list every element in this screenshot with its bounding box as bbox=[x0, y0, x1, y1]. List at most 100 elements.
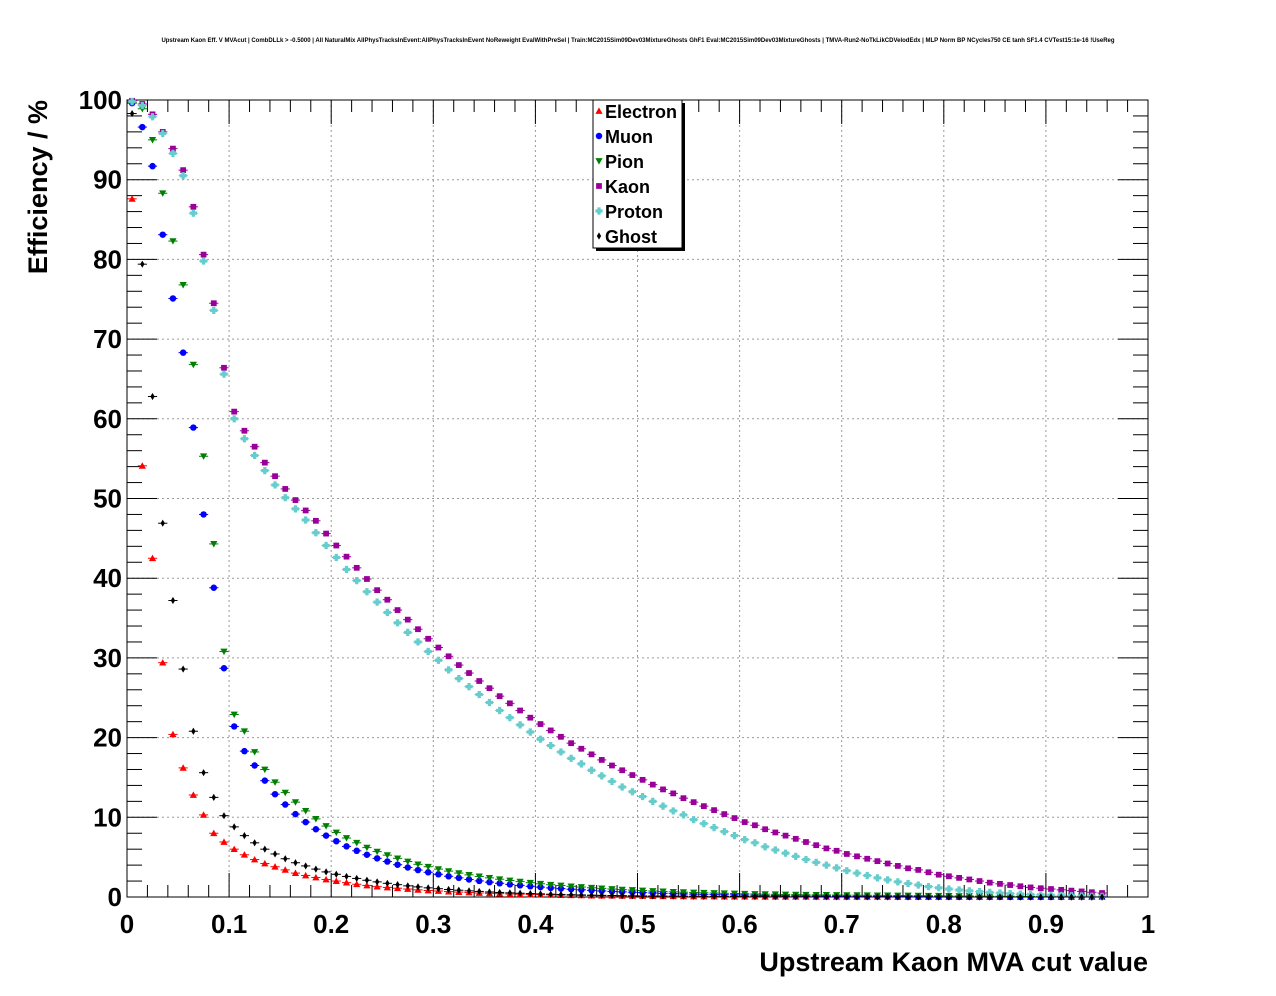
data-point bbox=[271, 790, 279, 798]
data-point bbox=[261, 766, 269, 774]
x-tick-label: 0.2 bbox=[313, 909, 349, 939]
data-point bbox=[526, 728, 534, 736]
data-point bbox=[843, 867, 851, 875]
data-point bbox=[669, 807, 677, 815]
data-point bbox=[681, 892, 686, 900]
data-point bbox=[946, 893, 952, 901]
data-point bbox=[619, 767, 626, 774]
data-point bbox=[587, 766, 596, 774]
data-point bbox=[465, 682, 473, 691]
data-point bbox=[670, 790, 677, 797]
data-point bbox=[732, 892, 737, 901]
data-point bbox=[609, 762, 615, 769]
data-point bbox=[711, 892, 717, 901]
data-point bbox=[262, 845, 267, 853]
data-point bbox=[220, 838, 228, 845]
data-point bbox=[231, 408, 238, 415]
data-point bbox=[455, 675, 463, 683]
data-point bbox=[445, 868, 453, 875]
data-point bbox=[159, 129, 167, 138]
data-point bbox=[914, 881, 922, 889]
data-point bbox=[557, 882, 565, 890]
data-point bbox=[342, 565, 351, 574]
data-point bbox=[567, 754, 575, 762]
data-point bbox=[210, 306, 218, 315]
data-point bbox=[832, 864, 841, 872]
legend-label-pion: Pion bbox=[605, 152, 644, 172]
data-point bbox=[374, 587, 381, 594]
data-point bbox=[608, 777, 616, 786]
data-point bbox=[150, 392, 155, 401]
data-point bbox=[272, 850, 278, 858]
data-point bbox=[537, 721, 544, 727]
data-point bbox=[242, 832, 247, 840]
data-point bbox=[302, 516, 310, 524]
data-point bbox=[752, 822, 758, 829]
data-point bbox=[220, 665, 228, 672]
data-point bbox=[691, 892, 696, 900]
data-point bbox=[179, 764, 187, 771]
data-point bbox=[465, 871, 473, 879]
data-point bbox=[251, 855, 259, 863]
data-point bbox=[251, 749, 259, 756]
data-point bbox=[210, 541, 218, 548]
data-point bbox=[598, 757, 605, 763]
data-point bbox=[506, 877, 514, 885]
y-tick-label: 50 bbox=[93, 484, 122, 514]
data-point bbox=[404, 858, 412, 866]
data-point bbox=[558, 733, 564, 740]
data-point bbox=[292, 810, 299, 818]
data-point bbox=[363, 881, 371, 889]
data-point bbox=[965, 887, 973, 895]
series bbox=[127, 97, 1107, 901]
data-point bbox=[160, 519, 165, 527]
data-point bbox=[935, 884, 943, 892]
data-point bbox=[639, 887, 647, 895]
data-point bbox=[232, 823, 237, 831]
data-point bbox=[466, 887, 472, 895]
data-point bbox=[434, 656, 443, 664]
x-axis-title: Upstream Kaon MVA cut value bbox=[759, 947, 1148, 977]
data-point bbox=[393, 855, 402, 862]
data-point bbox=[589, 891, 594, 899]
data-point bbox=[946, 873, 952, 880]
data-point bbox=[476, 678, 483, 684]
data-point bbox=[180, 665, 186, 673]
data-point bbox=[700, 820, 708, 828]
data-point bbox=[138, 462, 146, 469]
data-point bbox=[189, 791, 197, 798]
chart-title: Upstream Kaon Eff. V MVAcut | CombDLLk >… bbox=[161, 38, 1114, 44]
data-point bbox=[844, 893, 849, 901]
data-point bbox=[199, 257, 208, 265]
data-point bbox=[342, 835, 351, 842]
data-point bbox=[1037, 885, 1044, 892]
data-point bbox=[579, 891, 584, 899]
data-point bbox=[373, 883, 381, 890]
legend-marker-electron bbox=[595, 107, 603, 114]
data-point bbox=[671, 892, 676, 900]
x-tick-label: 0.8 bbox=[926, 909, 962, 939]
data-point bbox=[669, 888, 677, 896]
data-point bbox=[332, 877, 340, 884]
data-point bbox=[547, 741, 555, 750]
data-point bbox=[373, 598, 381, 606]
data-point bbox=[895, 893, 901, 901]
data-point bbox=[803, 839, 809, 845]
data-point bbox=[291, 799, 300, 806]
data-point bbox=[528, 889, 533, 898]
data-point bbox=[170, 145, 176, 152]
data-point bbox=[752, 893, 758, 901]
data-point bbox=[1058, 886, 1065, 893]
data-point bbox=[598, 885, 606, 892]
data-point bbox=[426, 884, 431, 892]
data-point bbox=[548, 890, 553, 898]
data-point bbox=[414, 638, 422, 646]
data-point bbox=[445, 653, 452, 660]
data-point bbox=[680, 795, 687, 802]
data-point bbox=[210, 584, 218, 592]
data-point bbox=[1028, 893, 1033, 901]
data-point bbox=[230, 723, 238, 730]
data-point bbox=[159, 659, 167, 666]
data-point bbox=[996, 889, 1004, 897]
